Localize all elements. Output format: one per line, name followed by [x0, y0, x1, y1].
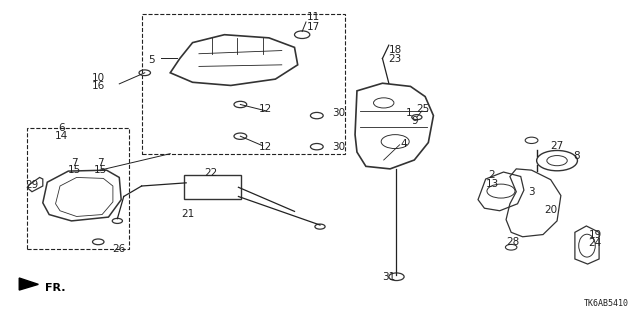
Text: 5: 5 — [148, 55, 154, 65]
Text: 22: 22 — [204, 168, 217, 178]
Text: 8: 8 — [573, 151, 579, 161]
Text: 16: 16 — [92, 81, 105, 92]
Text: 15: 15 — [93, 165, 107, 175]
Text: 28: 28 — [506, 237, 519, 247]
Text: 7: 7 — [97, 157, 104, 168]
Text: 2: 2 — [489, 170, 495, 180]
Text: 23: 23 — [388, 54, 402, 64]
Text: 10: 10 — [92, 73, 105, 83]
Text: 11: 11 — [307, 12, 320, 22]
Polygon shape — [19, 278, 38, 290]
Text: 4: 4 — [401, 139, 408, 149]
Text: 21: 21 — [181, 209, 194, 219]
Text: 7: 7 — [71, 157, 78, 168]
Text: 6: 6 — [59, 123, 65, 133]
Text: 27: 27 — [550, 141, 564, 151]
Text: 3: 3 — [528, 187, 535, 197]
Text: TK6AB5410: TK6AB5410 — [584, 299, 629, 308]
Text: FR.: FR. — [45, 284, 65, 293]
Text: 24: 24 — [589, 238, 602, 248]
Text: 25: 25 — [417, 104, 430, 114]
Text: 19: 19 — [589, 229, 602, 240]
Text: 17: 17 — [307, 22, 320, 32]
Text: 29: 29 — [26, 180, 38, 190]
Text: 30: 30 — [333, 108, 346, 118]
Text: 20: 20 — [544, 205, 557, 215]
Text: 13: 13 — [485, 179, 499, 189]
Text: 26: 26 — [113, 244, 126, 254]
Text: 12: 12 — [259, 104, 273, 114]
Text: 18: 18 — [388, 44, 402, 55]
Text: 30: 30 — [333, 142, 346, 152]
Text: 31: 31 — [382, 272, 396, 282]
Text: 15: 15 — [68, 165, 81, 175]
Text: 9: 9 — [411, 116, 418, 126]
Text: 14: 14 — [55, 131, 68, 141]
Text: 12: 12 — [259, 142, 273, 152]
Text: 1: 1 — [406, 108, 413, 118]
